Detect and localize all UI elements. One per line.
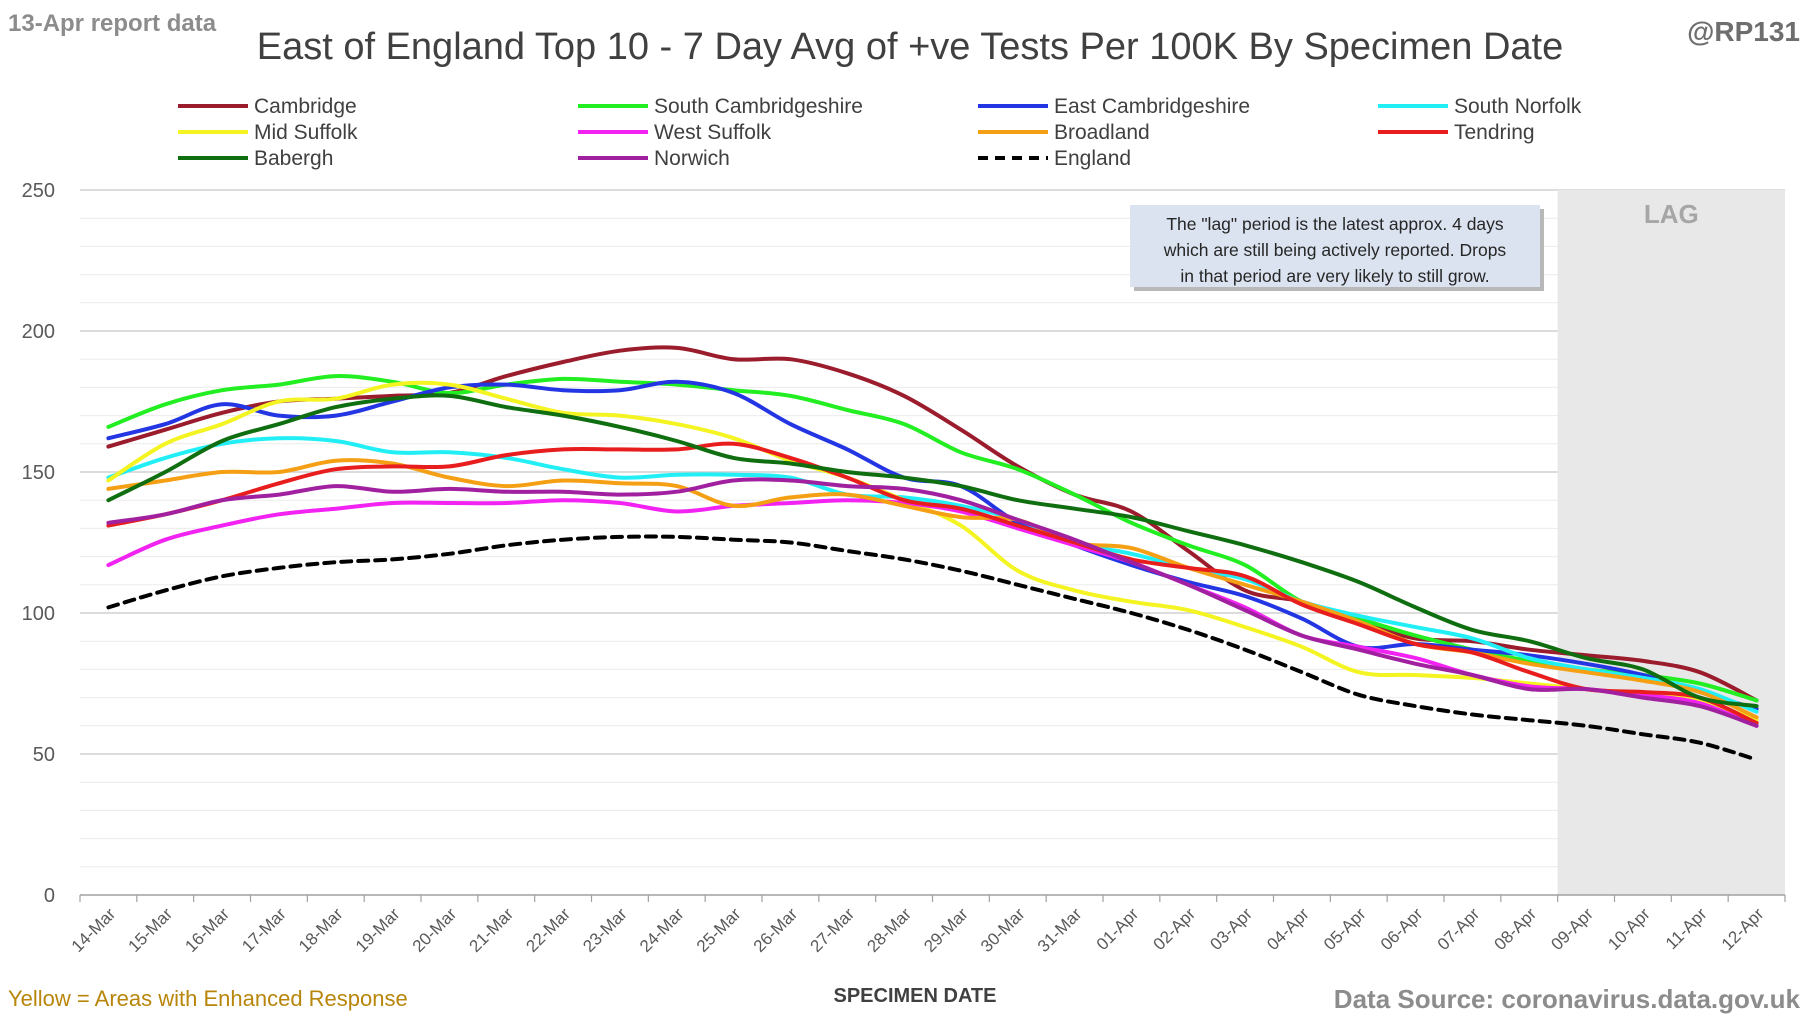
x-tick-label: 11-Apr	[1662, 904, 1711, 953]
x-tick-label: 07-Apr	[1434, 904, 1484, 954]
lag-shaded-region	[1557, 190, 1785, 895]
series-lines	[106, 345, 1759, 762]
x-tick-label: 06-Apr	[1377, 904, 1427, 954]
series-line-england	[106, 534, 1759, 762]
annotation-text: The "lag" period is the latest approx. 4…	[1163, 214, 1507, 286]
legend-label: Tendring	[1454, 121, 1535, 144]
x-tick-label: 18-Mar	[295, 904, 347, 956]
author-handle: @RP131	[1687, 16, 1800, 47]
x-tick-label: 27-Mar	[807, 904, 859, 956]
data-source: Data Source: coronavirus.data.gov.uk	[1333, 984, 1800, 1014]
series-line-tendring	[106, 441, 1759, 725]
x-tick-label: 26-Mar	[750, 904, 802, 956]
legend-label: England	[1054, 147, 1131, 170]
legend-label: South Cambridgeshire	[654, 95, 863, 118]
legend: Cambridge South Cambridgeshire East Cambri…	[178, 95, 1582, 170]
x-tick-label: 01-Apr	[1093, 904, 1143, 954]
x-tick-label: 20-Mar	[409, 904, 461, 956]
annotation-line: in that period are very likely to still …	[1180, 266, 1489, 286]
x-tick-label: 21-Mar	[466, 904, 518, 956]
legend-label: Mid Suffolk	[254, 121, 358, 144]
lag-label: LAG	[1644, 199, 1699, 229]
x-tick-label: 03-Apr	[1206, 904, 1256, 954]
series-line-babergh	[106, 393, 1759, 709]
legend-label: Cambridge	[254, 95, 357, 118]
chart-title: East of England Top 10 - 7 Day Avg of +v…	[256, 26, 1564, 68]
annotation-line: The "lag" period is the latest approx. 4…	[1166, 214, 1504, 234]
x-tick-label: 19-Mar	[352, 904, 404, 956]
legend-label: Babergh	[254, 147, 333, 170]
report-date-label: 13-Apr report data	[8, 10, 217, 37]
legend-label: West Suffolk	[654, 121, 772, 144]
lag-annotation: The "lag" period is the latest approx. 4…	[1130, 205, 1544, 291]
enhanced-response-note: Yellow = Areas with Enhanced Response	[8, 986, 408, 1011]
y-tick-label: 150	[22, 462, 55, 484]
x-tick-label: 02-Apr	[1150, 904, 1200, 954]
x-tick-label: 12-Apr	[1718, 904, 1768, 954]
annotation-line: which are still being actively reported.…	[1163, 240, 1507, 260]
x-tick-label: 22-Mar	[522, 904, 574, 956]
series-line-broadland	[106, 458, 1759, 720]
x-tick-label: 10-Apr	[1604, 904, 1654, 954]
x-tick-label: 28-Mar	[863, 904, 915, 956]
x-tick-label: 15-Mar	[125, 904, 177, 956]
legend-label: South Norfolk	[1454, 95, 1582, 118]
x-tick-label: 25-Mar	[693, 904, 745, 956]
x-tick-label: 29-Mar	[920, 904, 972, 956]
y-tick-label: 0	[44, 885, 55, 907]
annotation-background	[1130, 205, 1540, 287]
x-tick-label: 16-Mar	[181, 904, 233, 956]
legend-label: Broadland	[1054, 121, 1150, 144]
series-line-cambridge	[106, 345, 1759, 703]
y-tick-label: 250	[22, 180, 55, 202]
series-line-norwich	[106, 477, 1759, 728]
x-tick-label: 24-Mar	[636, 904, 688, 956]
series-line-south-norfolk	[106, 436, 1759, 714]
x-tick-label: 04-Apr	[1263, 904, 1313, 954]
x-tick-label: 17-Mar	[238, 904, 290, 956]
x-tick-label: 14-Mar	[68, 904, 120, 956]
x-axis-label: SPECIMEN DATE	[834, 985, 997, 1007]
x-tick-label: 08-Apr	[1491, 904, 1541, 954]
x-tick-label: 30-Mar	[977, 904, 1029, 956]
x-tick-label: 23-Mar	[579, 904, 631, 956]
x-tick-label: 05-Apr	[1320, 904, 1370, 954]
y-tick-label: 50	[33, 744, 55, 766]
y-tick-label: 100	[22, 603, 55, 625]
y-tick-label: 200	[22, 321, 55, 343]
x-tick-label: 31-Mar	[1034, 904, 1086, 956]
gridlines	[80, 189, 1785, 868]
legend-label: Norwich	[654, 147, 730, 170]
x-tick-label: 09-Apr	[1547, 904, 1597, 954]
legend-label: East Cambridgeshire	[1054, 95, 1250, 118]
